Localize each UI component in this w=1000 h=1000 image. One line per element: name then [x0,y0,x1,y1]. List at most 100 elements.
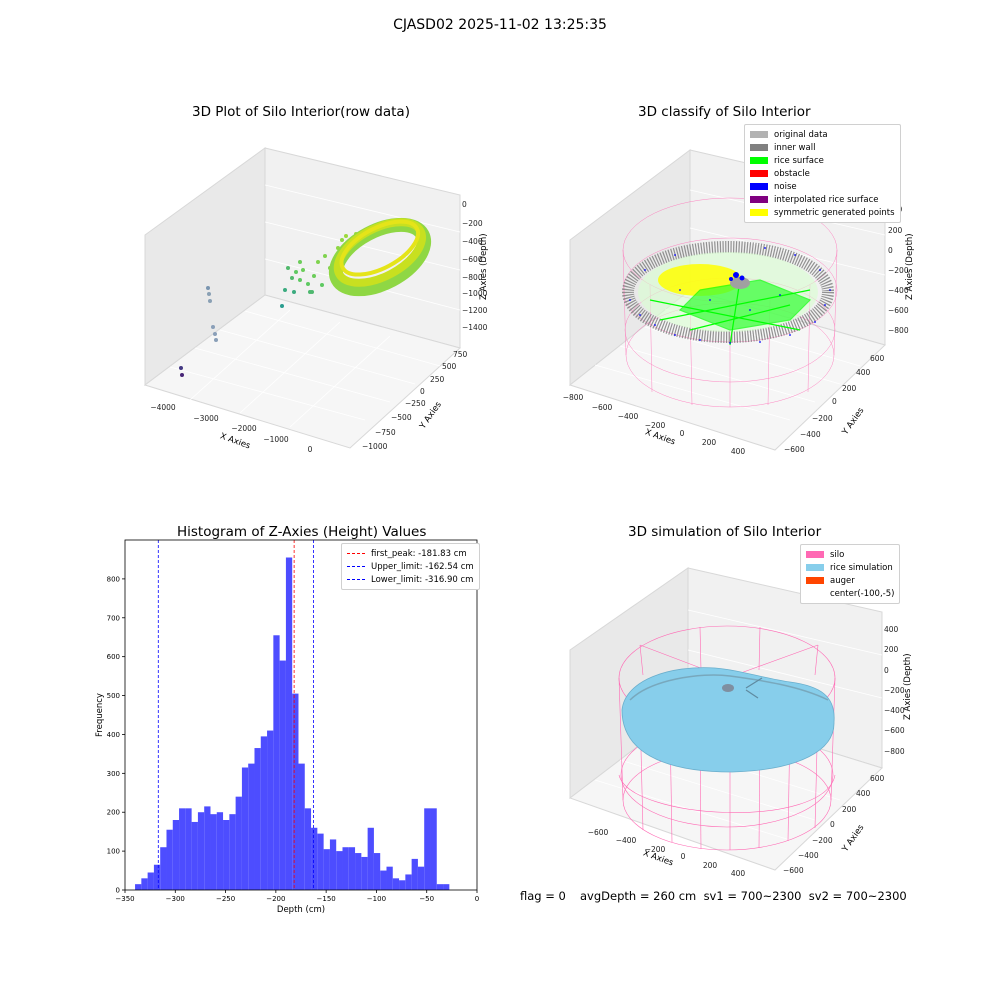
hist-ylabel: Frequency [95,693,105,737]
hist-bar [185,808,192,890]
hist-bar [386,866,393,890]
classify-ytick: −200 [812,414,833,423]
hist-bar [254,748,261,890]
raw-ztick: 0 [462,200,467,209]
raw-ztick: −1400 [462,323,488,332]
sim-xtick: 0 [681,852,686,861]
hist-bar [229,814,236,890]
hist-ytick-label: 500 [107,692,120,700]
hist-xtick-label: −150 [317,895,336,903]
classify-xtick: 400 [731,447,746,456]
sim-zlabel: Z Axies (Depth) [903,653,913,720]
raw-ztick: −200 [462,219,483,228]
raw-outlier-points [179,232,358,377]
raw-xtick: −3000 [193,414,219,423]
hist-bar [260,736,268,890]
classify-xtick: −400 [618,412,639,421]
hist-bar [172,820,180,890]
legend-lower-limit: Lower_limit: -316.90 cm [347,573,474,586]
classify-3d-plot: −800 −600 −400 −200 0 200 400 −600 −400 … [563,149,915,456]
classify-ylabel: Y Axies [840,405,867,437]
sim-ytick: −400 [798,851,819,860]
hist-bar [373,853,381,890]
sim-ztick: 0 [884,666,889,675]
sim-ytick: −200 [812,836,833,845]
hist-ytick-label: 100 [107,848,120,856]
hist-bar [160,847,167,890]
legend-original-data: original data [750,128,895,141]
hist-bar [380,870,387,890]
hist-bar [348,847,356,890]
raw-xtick: −2000 [231,424,257,433]
classify-ztick: −400 [888,286,909,295]
hist-bar [147,872,154,890]
hist-bar [317,833,324,890]
stats-text: avgDepth = 260 cm sv1 = 700~2300 sv2 = 7… [580,889,907,903]
hist-bar [411,858,418,890]
raw-ytick: 0 [420,387,425,396]
hist-bar [267,730,274,890]
sim-ztick: −600 [884,726,905,735]
sim-xtick: 200 [703,861,718,870]
raw-ytick: 750 [453,350,468,359]
hist-bar [191,821,198,890]
legend-center: center(-100,-5) [830,588,895,599]
sim-legend: silo rice simulation auger center(-100,-… [800,544,901,604]
hist-bar [235,796,242,890]
raw-ztick: −1000 [462,289,488,298]
hist-xlabel: Depth (cm) [277,905,325,915]
classify-xtick: −800 [563,393,584,402]
classify-xtick: −600 [592,403,613,412]
legend-symmetric-generated-points: symmetric generated points [750,206,895,219]
raw-ytick: −250 [405,399,426,408]
legend-obstacle: obstacle [750,167,895,180]
figure-suptitle: CJASD02 2025-11-02 13:25:35 [393,17,607,33]
raw-zlabel: Z Axies (Depth) [479,233,489,300]
hist-bar [436,884,444,890]
legend-upper-limit: Upper_limit: -162.54 cm [347,560,474,573]
flag-text: flag = 0 [520,889,566,903]
hist-bar [204,806,211,890]
raw-plot-title: 3D Plot of Silo Interior(row data) [192,104,410,120]
classify-noise-cluster [729,272,745,281]
hist-xtick-label: −350 [115,895,134,903]
hist-legend: first_peak: -181.83 cm Upper_limit: -162… [341,543,480,590]
hist-ytick-label: 300 [107,770,120,778]
classify-noise-points [629,247,831,344]
classify-ztick: 0 [888,246,893,255]
hist-bar [399,880,406,890]
sim-plot-title: 3D simulation of Silo Interior [628,524,822,540]
hist-bar [424,808,431,890]
legend-interpolated-rice-surface: interpolated rice surface [750,193,895,206]
hist-bar [153,864,161,890]
classify-ytick: 400 [856,368,871,377]
raw-xtick: 0 [308,445,313,454]
hist-bar [430,808,437,890]
hist-bar [355,853,362,890]
classify-xlabel: X Axies [644,427,677,447]
raw-ztick: −800 [462,273,483,282]
hist-bar [292,693,299,890]
hist-xtick-label: −50 [419,895,434,903]
sim-ytick: 600 [870,774,885,783]
hist-bar [443,884,450,890]
hist-bar [342,847,349,890]
hist-xtick-label: 0 [475,895,479,903]
classify-legend: original data inner wall rice surface ob… [744,124,901,223]
hist-ytick-label: 800 [107,575,120,583]
legend-noise: noise [750,180,895,193]
sim-ztick: −200 [884,686,905,695]
classify-xtick: 200 [702,438,717,447]
classify-inner-wall [622,241,834,343]
sim-ztick: −400 [884,706,905,715]
hist-bar [179,808,186,890]
hist-bar [367,827,374,890]
hist-xtick-label: −250 [216,895,235,903]
classify-ytick: 600 [870,354,885,363]
hist-bar [329,839,337,890]
legend-rice-simulation: rice simulation [806,561,894,574]
classify-ztick: −800 [888,326,909,335]
hist-ytick-label: 0 [116,887,120,895]
raw-ytick: 500 [442,362,457,371]
sim-ytick: 0 [830,820,835,829]
